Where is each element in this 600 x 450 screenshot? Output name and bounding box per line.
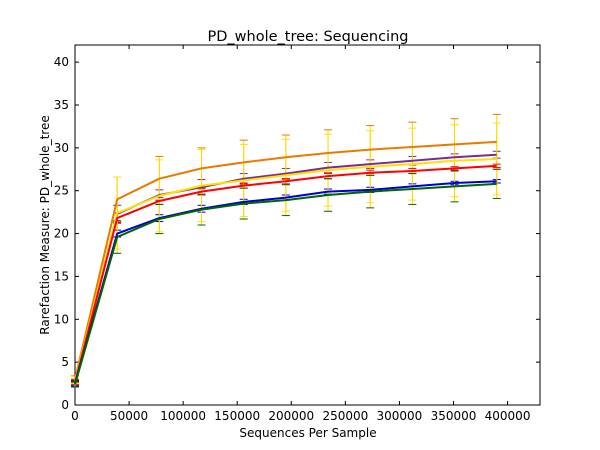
y-tick-label: 0 <box>61 398 69 412</box>
y-tick-label: 40 <box>54 55 69 69</box>
y-tick-label: 10 <box>54 312 69 326</box>
x-tick-label: 250000 <box>322 409 368 423</box>
chart-title: PD_whole_tree: Sequencing <box>208 29 409 45</box>
x-tick-label: 300000 <box>377 409 423 423</box>
x-tick-label: 400000 <box>485 409 531 423</box>
x-tick-label: 200000 <box>268 409 314 423</box>
y-tick-label: 15 <box>54 269 69 283</box>
x-tick-label: 350000 <box>431 409 477 423</box>
y-tick-label: 5 <box>61 355 69 369</box>
y-tick-label: 35 <box>54 98 69 112</box>
x-tick-label: 100000 <box>160 409 206 423</box>
plot-area: 0 50000 100000 150000 200000 250000 300000 3500… <box>54 44 541 423</box>
x-axis-label: Sequences Per Sample <box>239 426 376 440</box>
x-tick-label: 150000 <box>214 409 260 423</box>
series-line <box>74 182 497 385</box>
plot-frame <box>74 44 541 406</box>
series-line <box>74 158 497 382</box>
x-tick-label: 50000 <box>110 409 148 423</box>
y-axis-label: Rarefaction Measure: PD_whole_tree <box>38 115 52 334</box>
series-line <box>74 164 497 383</box>
y-tick-label: 25 <box>54 184 69 198</box>
series-line <box>74 180 497 384</box>
y-tick-label: 30 <box>54 141 69 155</box>
y-tick-label: 20 <box>54 227 69 241</box>
x-tick-label: 0 <box>71 409 79 423</box>
series-line <box>74 140 497 380</box>
